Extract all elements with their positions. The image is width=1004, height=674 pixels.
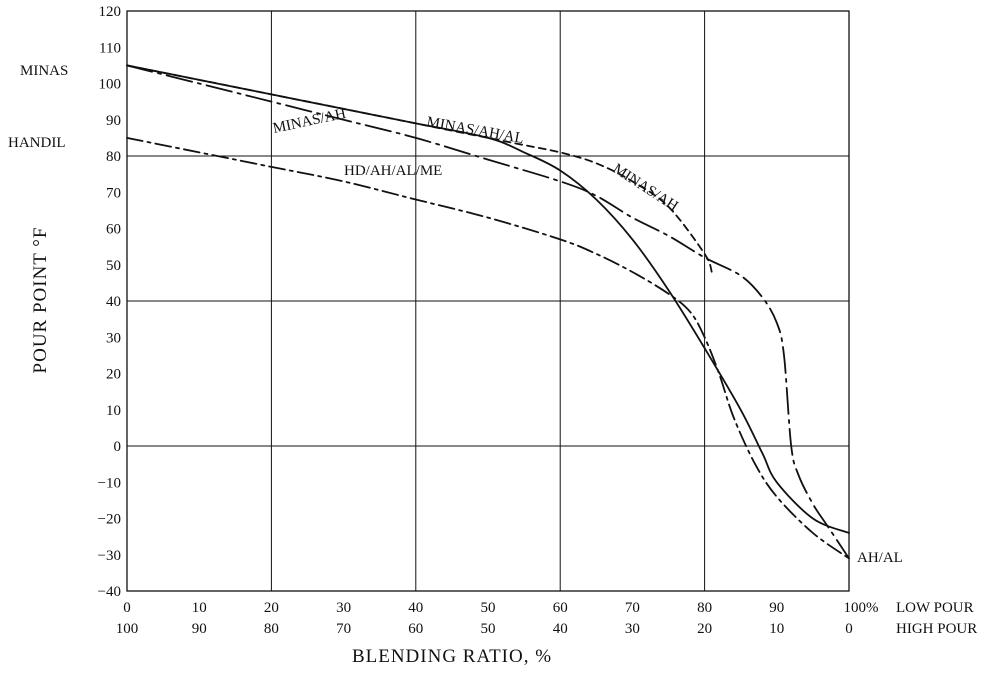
x-tick-label-high: 50 [481, 621, 496, 637]
y-tick-label: 110 [99, 40, 121, 56]
x-tick-label-high: 30 [625, 621, 640, 637]
low-pour-label: LOW POUR [896, 600, 974, 616]
series-label-hd-ah-al-me: HD/AH/AL/ME [344, 163, 442, 179]
x-tick-label-high: 60 [408, 621, 423, 637]
y-tick-label: 50 [106, 258, 121, 274]
plot-frame [126, 10, 850, 592]
x-tick-label-low: 80 [697, 600, 712, 616]
high-pour-label: HIGH POUR [896, 621, 977, 637]
x-tick-labels: 0100109020803070406050506040703080209010… [116, 600, 879, 637]
x-tick-label-low: 90 [769, 600, 784, 616]
x-tick-label-high: 80 [264, 621, 279, 637]
y-tick-label: 0 [114, 439, 122, 455]
x-tick-label-high: 90 [192, 621, 207, 637]
x-axis-title: BLENDING RATIO, % [352, 646, 552, 667]
y-tick-label: −20 [98, 512, 121, 528]
handil-crude-label: HANDIL [8, 135, 66, 151]
series-label-minas-ah-al: MINAS/AH/AL [425, 114, 525, 147]
series-line-minas-ah-2 [126, 64, 713, 273]
ah-al-crude-label: AH/AL [857, 550, 903, 566]
y-tick-label: 90 [106, 113, 121, 129]
x-tick-label-high: 0 [845, 621, 853, 637]
x-tick-label-low: 30 [336, 600, 351, 616]
x-tick-label-low: 10 [192, 600, 207, 616]
y-tick-label: 40 [106, 294, 121, 310]
x-tick-label-low: 70 [625, 600, 640, 616]
x-tick-label-low: 40 [408, 600, 423, 616]
y-tick-label: 60 [106, 222, 121, 238]
y-tick-label: 10 [106, 403, 121, 419]
y-tick-label: −30 [98, 548, 121, 564]
y-tick-label: 70 [106, 185, 121, 201]
y-tick-label: 30 [106, 330, 121, 346]
y-tick-label: 120 [99, 4, 122, 20]
minas-crude-label: MINAS [20, 63, 68, 79]
x-tick-label-high: 40 [553, 621, 568, 637]
x-tick-label-high: 10 [769, 621, 784, 637]
y-tick-label: 80 [106, 149, 121, 165]
x-tick-label-low: 0 [123, 600, 131, 616]
series-lines [126, 64, 850, 560]
y-tick-label: 20 [106, 367, 121, 383]
x-tick-label-high: 20 [697, 621, 712, 637]
y-tick-label: −40 [98, 584, 121, 600]
series-line-hd-ah-al-me-3 [126, 137, 850, 560]
x-tick-label-high: 100 [116, 621, 139, 637]
x-tick-label-low: 100% [844, 600, 879, 616]
x-tick-label-high: 70 [336, 621, 351, 637]
y-tick-label: −10 [98, 475, 121, 491]
x-tick-label-low: 20 [264, 600, 279, 616]
x-tick-label-low: 50 [481, 600, 496, 616]
y-axis-title: POUR POINT °F [30, 227, 51, 374]
series-line-minas-ah-1 [126, 64, 850, 560]
x-tick-label-low: 60 [553, 600, 568, 616]
grid [127, 11, 849, 591]
series-label-minas-ah-lower: MINAS/AH [610, 161, 681, 215]
y-tick-label: 100 [99, 77, 122, 93]
